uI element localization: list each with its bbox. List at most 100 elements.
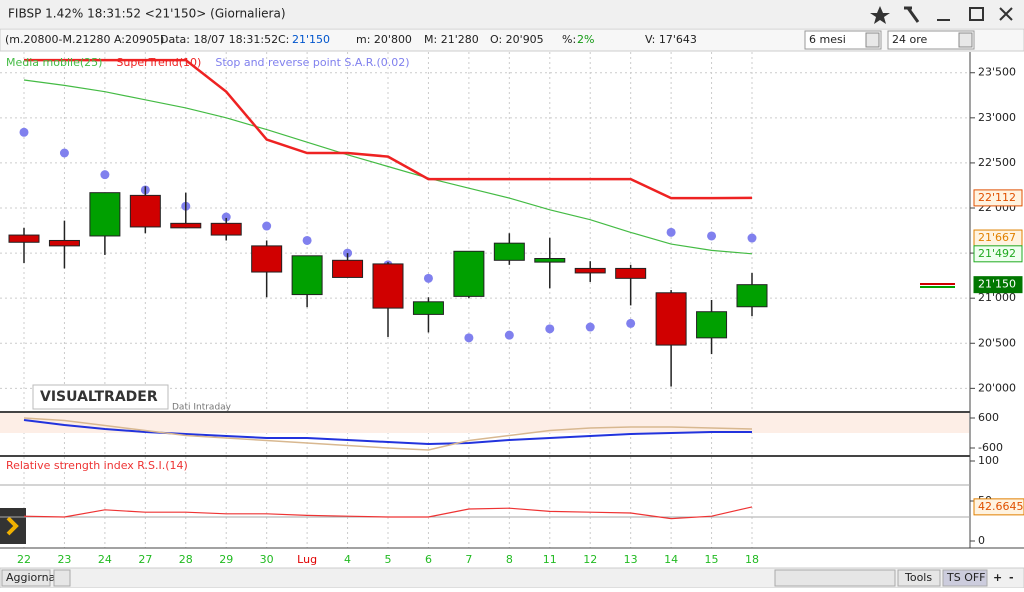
price-label-box [973,245,1023,263]
period-dropdown[interactable] [865,32,880,48]
ts-label: TS OFF [946,571,986,584]
sar-dot [666,227,676,237]
tools-label: Tools [904,571,932,584]
x-tick-label: 11 [543,553,557,566]
rsi-label-box [973,498,1024,516]
x-tick-label: Lug [297,553,317,566]
sar-dot [585,322,595,332]
min-text: m: 20'800 [356,33,412,46]
interval-select[interactable] [887,30,975,50]
refresh-button[interactable] [1,569,51,587]
candle-body [129,194,161,228]
price-label-box [973,189,1023,207]
x-tick-label: 28 [179,553,193,566]
interval-dropdown[interactable] [958,32,973,48]
price-label: 21'667 [978,231,1016,244]
close-button[interactable] [999,7,1013,21]
sar-dot [545,324,555,334]
oscillator-line [23,419,752,446]
y-tick-label: 23'000 [978,111,1016,124]
sar-dot [19,127,29,137]
period-value: 6 mesi [809,33,846,46]
x-tick-label: 12 [583,553,597,566]
candle-body [412,301,444,315]
period-select[interactable] [804,30,882,50]
candle-body [655,292,687,346]
pct-value: 2% [577,33,594,46]
candle-body [696,311,728,339]
y-tick-label: -600 [978,441,1003,454]
logo: VISUALTRADER [40,389,158,405]
candle-body [574,267,606,274]
candle-body [372,263,404,309]
zoom-in[interactable]: + [993,571,1002,584]
x-tick-label: 7 [465,553,472,566]
sar-dot [59,148,69,158]
price-label: 21'492 [978,247,1016,260]
sar-dot [747,233,757,243]
sar-dot [262,221,272,231]
x-tick-label: 24 [98,553,112,566]
x-tick-label: 8 [506,553,513,566]
candle-body [48,239,80,247]
oscillator-line [23,417,753,451]
x-tick-label: 30 [260,553,274,566]
sar-dot [221,212,231,222]
side-toggle-icon [6,516,19,536]
x-tick-label: 27 [138,553,152,566]
x-tick-label: 29 [219,553,233,566]
x-tick-label: 13 [624,553,638,566]
price-label: 22'112 [978,191,1016,204]
side-toggle[interactable] [0,508,26,544]
x-tick-label: 18 [745,553,759,566]
open-text: O: 20'905 [490,33,544,46]
candle-body [615,267,647,279]
max-text: M: 21'280 [424,33,479,46]
legend-entry: SuperTrend(10) [116,56,201,69]
close-value: 21'150 [292,33,330,46]
rsi-label: 42.6645 [978,500,1024,513]
candle-body [170,222,202,229]
x-tick-label: 5 [385,553,392,566]
volume-text: V: 17'643 [645,33,697,46]
refresh-label: Aggiorna [6,571,55,584]
candle-body [493,242,525,261]
sar-dot [464,333,474,343]
logo-box [32,384,169,410]
candle-body [251,245,283,273]
legend-entry: Media mobile(25) [6,56,102,69]
y-tick-label: 20'000 [978,381,1016,394]
x-tick-label: 22 [17,553,31,566]
price-label-box [973,276,1023,294]
candle-body [291,255,323,296]
sar-dot [626,318,636,328]
scrollbar[interactable] [774,569,896,587]
x-tick-label: 4 [344,553,351,566]
tools-button[interactable] [904,6,920,23]
scroll-left[interactable] [53,569,71,587]
maximize-button[interactable] [969,7,984,21]
candle-body [89,192,121,237]
y-tick-label: 0 [978,534,985,547]
candle-body [453,250,485,297]
sar-dot [707,231,717,241]
ts-tab[interactable] [942,569,988,587]
title-bar [0,0,1024,28]
interval-value: 24 ore [892,33,928,46]
x-tick-label: 14 [664,553,678,566]
candle-body [210,222,242,236]
zoom-out[interactable]: - [1009,571,1014,584]
tools-tab[interactable] [897,569,941,587]
close-label: C: [278,33,289,46]
candle-body [332,259,364,278]
y-tick-label: 100 [978,454,999,467]
x-tick-label: 6 [425,553,432,566]
candle-body [736,284,768,308]
sar-dot [423,273,433,283]
candle-body [534,258,566,263]
x-tick-label: 15 [705,553,719,566]
favorite-button[interactable] [870,6,890,24]
price-label: 21'150 [978,278,1016,291]
